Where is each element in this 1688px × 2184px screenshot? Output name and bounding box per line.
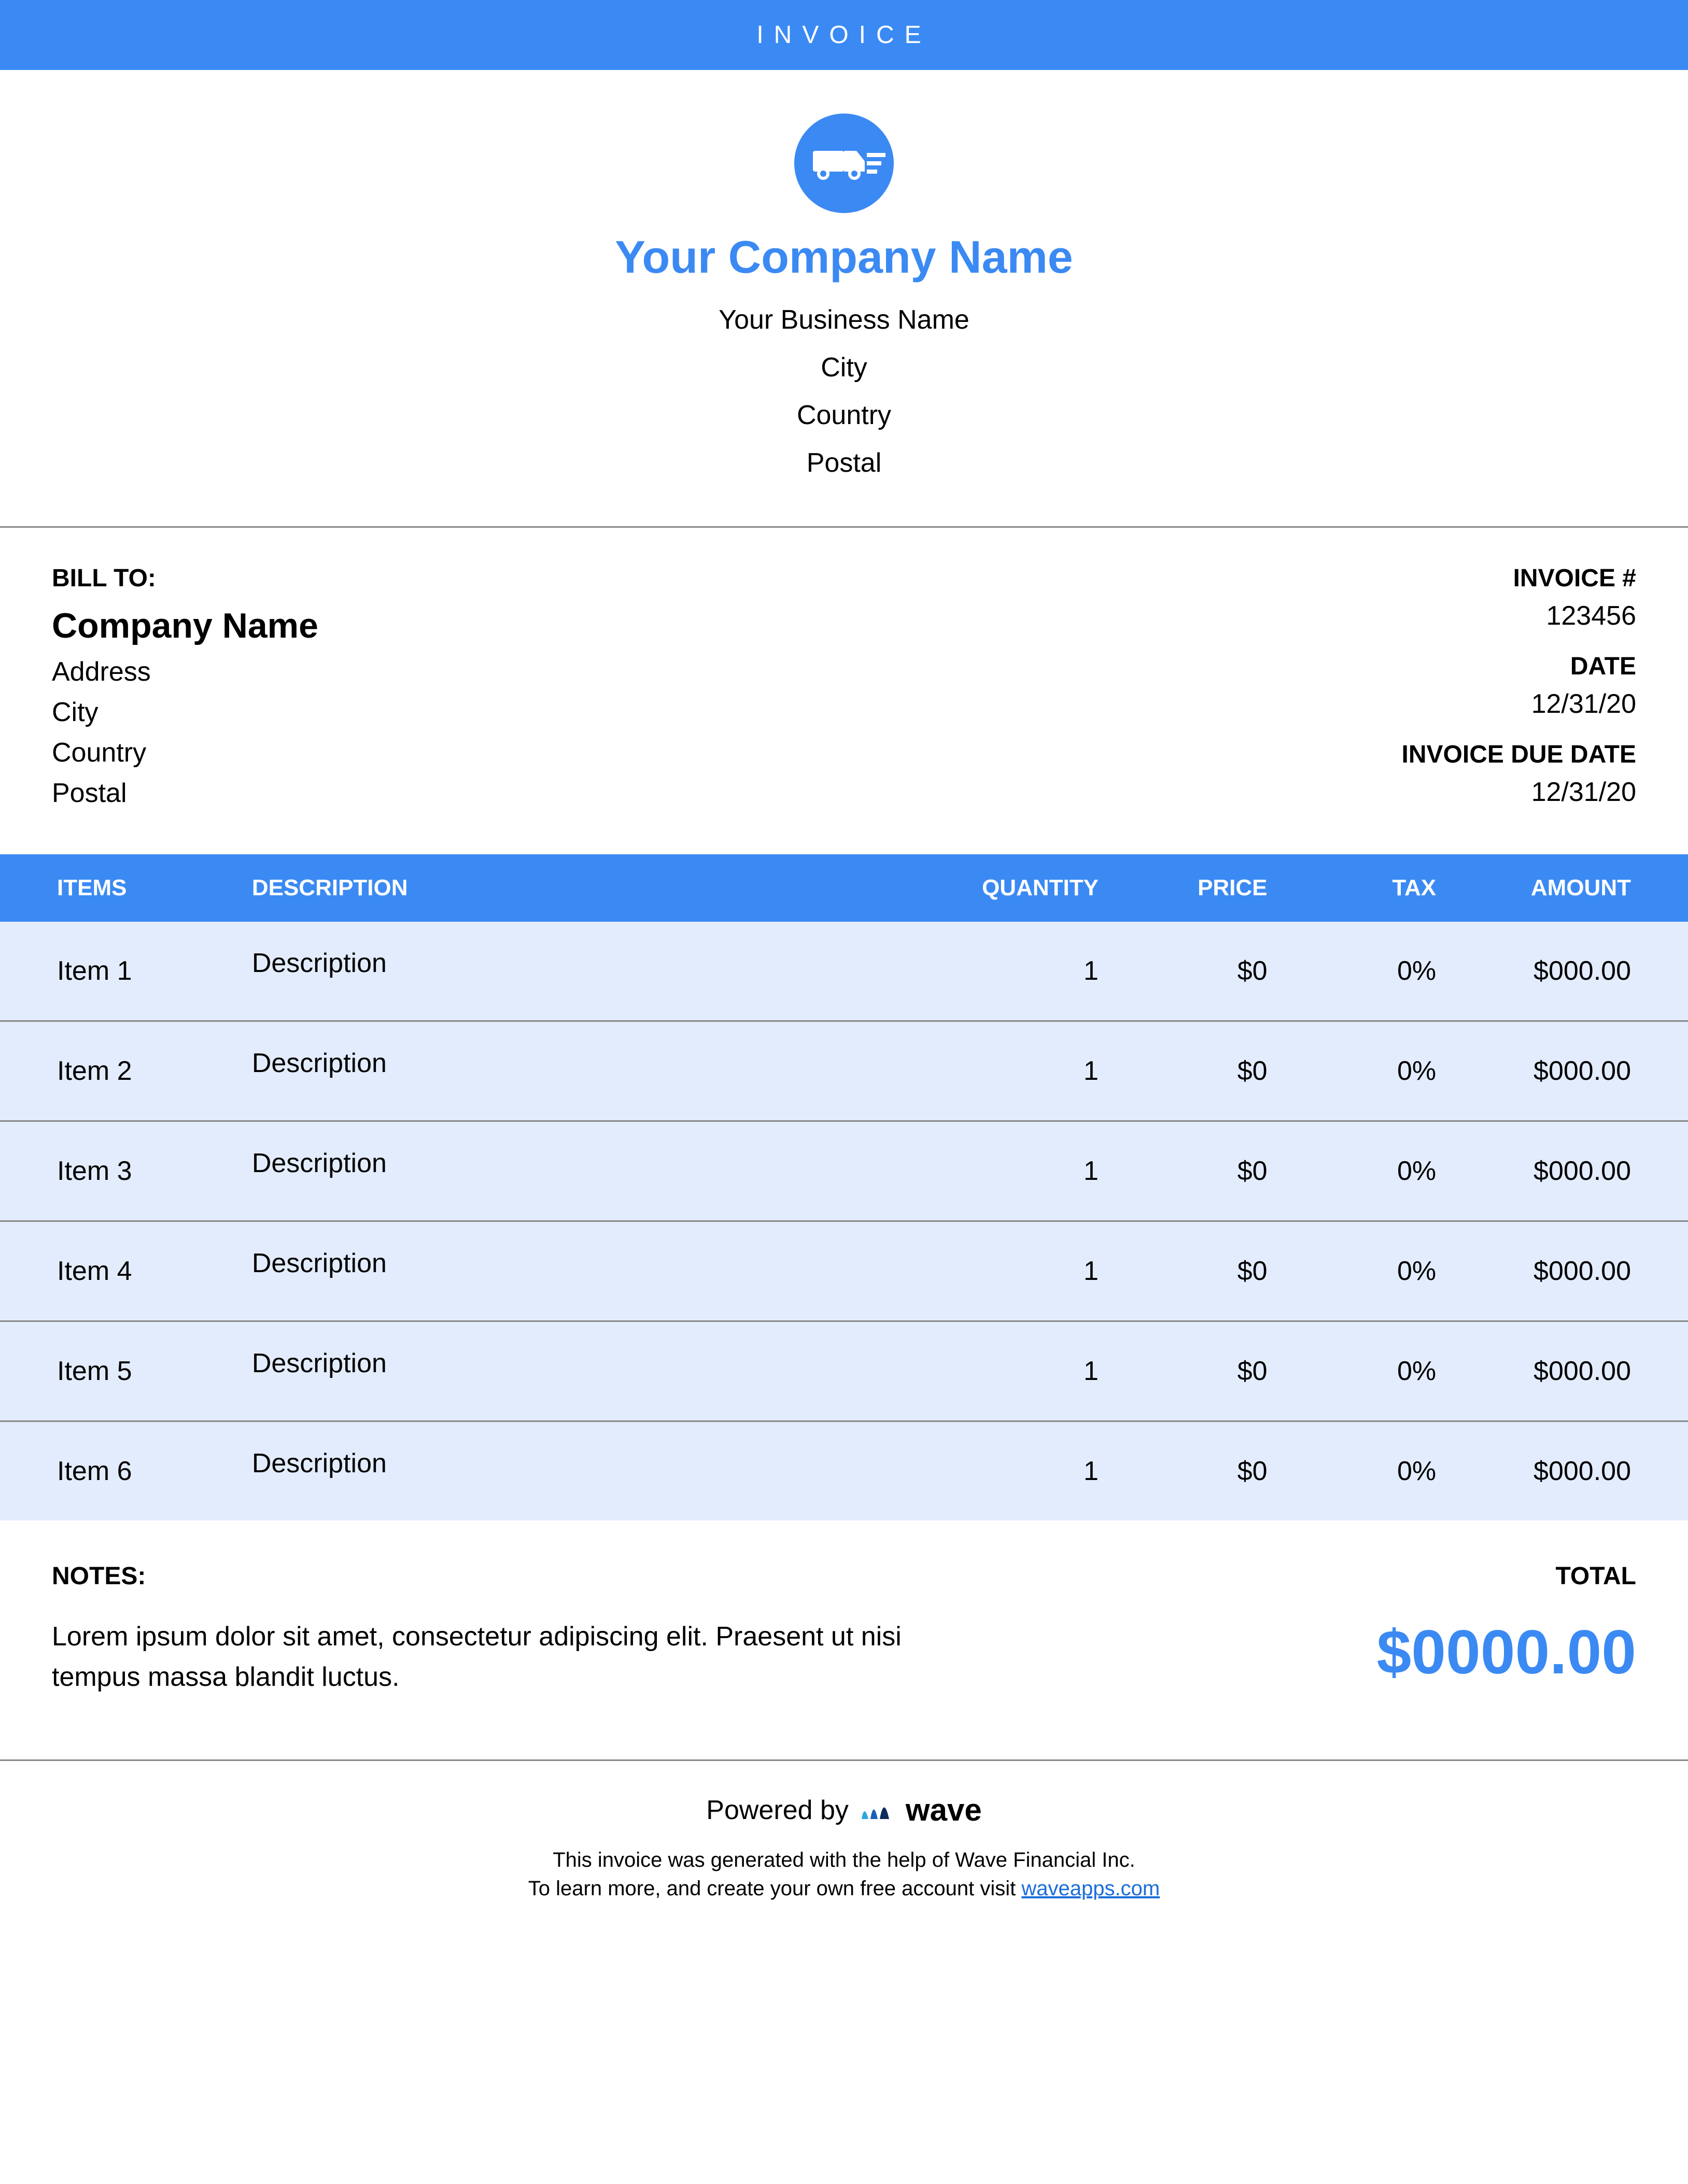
powered-by: Powered by wave [0,1792,1688,1828]
cell-amount: $000.00 [1452,1221,1688,1321]
header-description: DESCRIPTION [236,854,911,922]
table-row: Item 6Description1$00%$000.00 [0,1421,1688,1521]
truck-logo-icon [792,111,896,215]
cell-item: Item 4 [0,1221,236,1321]
cell-quantity: 1 [911,1221,1114,1321]
cell-item: Item 6 [0,1421,236,1521]
cell-tax: 0% [1283,1321,1452,1421]
total-block: TOTAL $0000.00 [1376,1562,1636,1697]
notes-text: Lorem ipsum dolor sit amet, consectetur … [52,1616,923,1697]
notes-label: NOTES: [52,1562,923,1590]
cell-price: $0 [1114,922,1283,1021]
company-postal: Postal [0,447,1688,478]
cell-tax: 0% [1283,1421,1452,1521]
header-tax: TAX [1283,854,1452,922]
cell-amount: $000.00 [1452,1021,1688,1121]
cell-tax: 0% [1283,1221,1452,1321]
cell-quantity: 1 [911,1321,1114,1421]
invoice-number: 123456 [1402,600,1636,631]
bill-to-address: Address [52,656,318,687]
invoice-meta: INVOICE # 123456 DATE 12/31/20 INVOICE D… [1402,564,1636,818]
table-row: Item 5Description1$00%$000.00 [0,1321,1688,1421]
cell-amount: $000.00 [1452,1321,1688,1421]
powered-by-text: Powered by [706,1795,849,1826]
total-label: TOTAL [1376,1562,1636,1590]
cell-description: Description [236,1121,911,1221]
cell-quantity: 1 [911,1421,1114,1521]
cell-price: $0 [1114,1021,1283,1121]
cell-quantity: 1 [911,1121,1114,1221]
cell-price: $0 [1114,1421,1283,1521]
items-table: ITEMS DESCRIPTION QUANTITY PRICE TAX AMO… [0,854,1688,1520]
footer-link[interactable]: waveapps.com [1021,1877,1160,1900]
header-items: ITEMS [0,854,236,922]
cell-description: Description [236,1221,911,1321]
info-section: BILL TO: Company Name Address City Count… [0,528,1688,854]
invoice-number-label: INVOICE # [1402,564,1636,593]
cell-description: Description [236,1321,911,1421]
notes-block: NOTES: Lorem ipsum dolor sit amet, conse… [52,1562,923,1697]
cell-price: $0 [1114,1221,1283,1321]
footer-line-2-prefix: To learn more, and create your own free … [528,1877,1022,1900]
cell-item: Item 5 [0,1321,236,1421]
table-row: Item 2Description1$00%$000.00 [0,1021,1688,1121]
invoice-banner: INVOICE [0,0,1688,70]
header-quantity: QUANTITY [911,854,1114,922]
cell-item: Item 2 [0,1021,236,1121]
cell-price: $0 [1114,1321,1283,1421]
header-amount: AMOUNT [1452,854,1688,922]
company-city: City [0,352,1688,383]
total-amount: $0000.00 [1376,1616,1636,1688]
banner-title: INVOICE [756,21,931,49]
cell-description: Description [236,922,911,1021]
bottom-section: NOTES: Lorem ipsum dolor sit amet, conse… [0,1520,1688,1759]
bill-to-label: BILL TO: [52,564,318,593]
wave-logo-icon [859,1796,895,1824]
cell-item: Item 3 [0,1121,236,1221]
cell-quantity: 1 [911,922,1114,1021]
footer-line-1: This invoice was generated with the help… [0,1849,1688,1872]
bill-to-block: BILL TO: Company Name Address City Count… [52,564,318,818]
bill-to-postal: Postal [52,778,318,809]
company-header: Your Company Name Your Business Name Cit… [0,70,1688,526]
invoice-due-label: INVOICE DUE DATE [1402,740,1636,769]
table-row: Item 3Description1$00%$000.00 [0,1121,1688,1221]
cell-item: Item 1 [0,922,236,1021]
cell-amount: $000.00 [1452,1121,1688,1221]
bill-to-city: City [52,697,318,728]
header-price: PRICE [1114,854,1283,922]
footer-line-2: To learn more, and create your own free … [0,1877,1688,1900]
cell-amount: $000.00 [1452,1421,1688,1521]
cell-description: Description [236,1421,911,1521]
cell-tax: 0% [1283,922,1452,1021]
cell-amount: $000.00 [1452,922,1688,1021]
cell-price: $0 [1114,1121,1283,1221]
invoice-date-label: DATE [1402,652,1636,681]
table-row: Item 1Description1$00%$000.00 [0,922,1688,1021]
cell-tax: 0% [1283,1121,1452,1221]
footer: Powered by wave This invoice was generat… [0,1761,1688,1937]
invoice-date: 12/31/20 [1402,688,1636,720]
business-name: Your Business Name [0,304,1688,335]
cell-quantity: 1 [911,1021,1114,1121]
cell-tax: 0% [1283,1021,1452,1121]
wave-brand-text: wave [906,1792,982,1828]
bill-to-company: Company Name [52,605,318,646]
invoice-due-date: 12/31/20 [1402,777,1636,808]
cell-description: Description [236,1021,911,1121]
company-country: Country [0,400,1688,431]
bill-to-country: Country [52,737,318,768]
table-row: Item 4Description1$00%$000.00 [0,1221,1688,1321]
company-name: Your Company Name [0,231,1688,284]
